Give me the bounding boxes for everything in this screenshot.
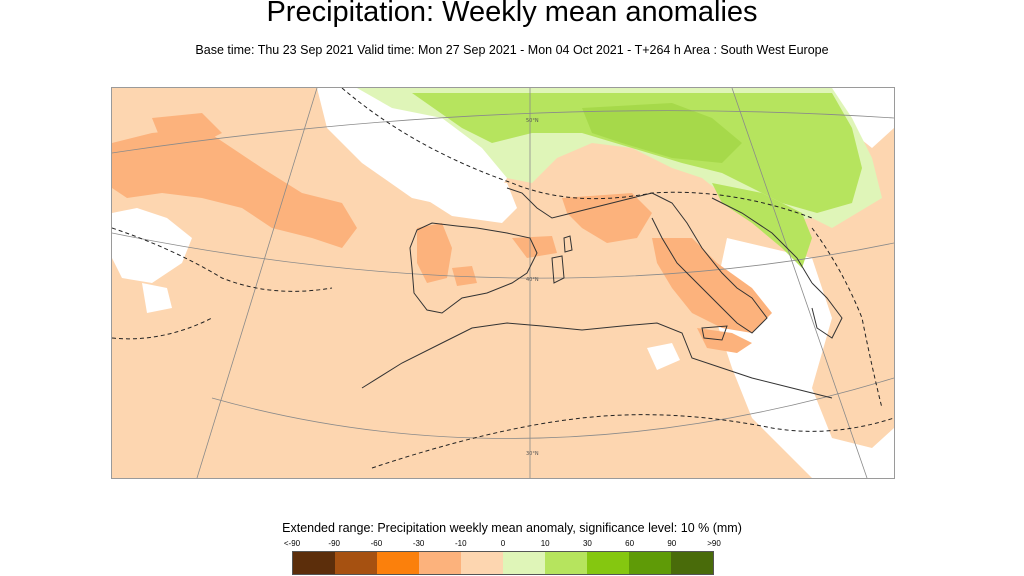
legend-swatch: [293, 552, 335, 574]
neutral-biscay: [427, 178, 517, 223]
parallel-40n: [112, 232, 894, 279]
dry-portugal: [417, 223, 452, 283]
coast-italy: [651, 192, 768, 334]
wet-strong-core: [582, 103, 742, 163]
legend-title: Extended range: Precipitation weekly mea…: [282, 521, 742, 535]
dry-areas: [112, 113, 772, 353]
legend-swatch: [461, 552, 503, 574]
dry-tyrrhenian: [652, 238, 772, 333]
legend-swatch: [587, 552, 629, 574]
legend-tick-label: 30: [582, 539, 592, 548]
contour-west: [112, 317, 213, 340]
legend-tick-label: 0: [500, 539, 506, 548]
neutral-northeast: [832, 88, 894, 148]
legend-swatch: [335, 552, 377, 574]
grid-label-30n: 30°N: [526, 451, 539, 457]
coast-sicily: [701, 325, 728, 341]
chart-subtitle: Base time: Thu 23 Sep 2021 Valid time: M…: [195, 43, 829, 57]
legend-swatch: [629, 552, 671, 574]
coast-north-africa: [361, 322, 833, 399]
dry-atlantic-band: [112, 128, 357, 248]
legend-tick-label: >90: [707, 539, 721, 548]
neutral-atlantic-spot: [142, 283, 172, 313]
legend-swatch: [419, 552, 461, 574]
legend-swatch: [671, 552, 713, 574]
coast-iberia: [409, 222, 538, 314]
contour-north: [341, 88, 813, 219]
significance-contours: [112, 88, 894, 469]
legend-tick-label: <-90: [283, 539, 301, 548]
chart-title: Precipitation: Weekly mean anomalies: [266, 0, 758, 28]
wet-alps-balkans: [412, 93, 862, 213]
meridian-west: [196, 88, 318, 478]
anomaly-map: 50°N 40°N 30°N: [111, 87, 895, 479]
dry-ionian: [697, 328, 752, 353]
legend-colorbar: [292, 551, 714, 575]
coast-adriatic: [711, 197, 813, 284]
parallel-30n: [211, 377, 894, 439]
legend-swatch: [503, 552, 545, 574]
contour-sahara: [371, 414, 894, 469]
legend-tick-label: 90: [667, 539, 677, 548]
grid-label-50n: 50°N: [526, 118, 539, 124]
legend-swatch: [545, 552, 587, 574]
legend-tick-label: -30: [412, 539, 425, 548]
neutral-tunisia-spot: [647, 343, 680, 370]
neutral-atlantic-west: [112, 208, 192, 283]
contour-atlantic: [112, 227, 333, 292]
coast-corsica: [563, 235, 573, 253]
legend-tick-label: 10: [540, 539, 550, 548]
parallel-50n: [112, 110, 894, 154]
meridian-east: [731, 88, 868, 478]
legend-swatch: [377, 552, 419, 574]
map-canvas: 50°N 40°N 30°N: [112, 88, 894, 478]
coast-sardinia: [551, 255, 565, 284]
grid-label-40n: 40°N: [526, 277, 539, 283]
legend-tick-label: -90: [328, 539, 340, 548]
grid-labels: 50°N 40°N 30°N: [526, 118, 539, 457]
legend-tick-label: -10: [455, 539, 467, 548]
dry-atlantic-north: [152, 113, 222, 148]
coast-france: [506, 187, 653, 219]
graticule: [112, 88, 894, 478]
dry-spain-south: [452, 266, 477, 286]
legend-tick-label: -60: [370, 539, 383, 548]
dry-gulf-lion: [562, 193, 652, 243]
legend-tick-label: 60: [625, 539, 635, 548]
coastlines: [361, 187, 843, 399]
contour-east: [811, 227, 883, 409]
legend-labels: <-90 -90 -60 -30 -10 0 10 30 60 90 >90: [283, 539, 723, 549]
coast-greece: [811, 282, 843, 339]
